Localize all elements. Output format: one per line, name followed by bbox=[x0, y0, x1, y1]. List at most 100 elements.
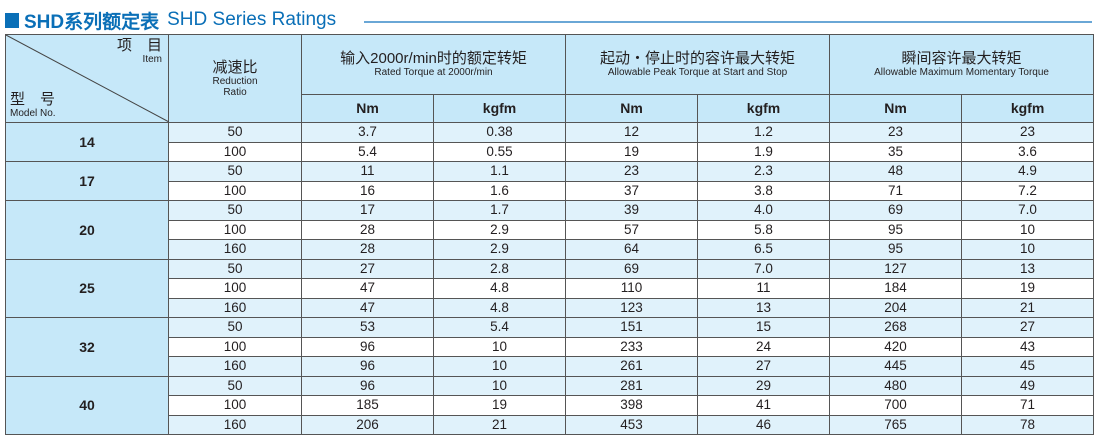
value-cell: 13 bbox=[961, 258, 1095, 279]
table-row: 100 47 4.8 110 11 184 19 bbox=[6, 278, 1095, 299]
value-cell: 445 bbox=[829, 356, 963, 377]
ratio-cell: 50 bbox=[168, 375, 302, 396]
value-cell: 110 bbox=[565, 278, 699, 299]
ratio-cell: 50 bbox=[168, 122, 302, 143]
group-en: Allowable Peak Torque at Start and Stop bbox=[607, 67, 788, 79]
value-cell: 7.0 bbox=[697, 258, 831, 279]
value-cell: 6.5 bbox=[697, 239, 831, 260]
value-cell: 5.4 bbox=[432, 317, 567, 338]
value-cell: 398 bbox=[565, 395, 699, 416]
value-cell: 12 bbox=[565, 122, 699, 143]
title-en: SHD Series Ratings bbox=[167, 9, 337, 30]
value-cell: 71 bbox=[829, 180, 963, 201]
value-cell: 10 bbox=[961, 219, 1095, 240]
unit-header: Nm bbox=[829, 93, 963, 124]
value-cell: 47 bbox=[301, 278, 434, 299]
group-header-momentary: 瞬间容许最大转矩 Allowable Maximum Momentary Tor… bbox=[829, 34, 1095, 95]
value-cell: 35 bbox=[829, 141, 963, 162]
value-cell: 57 bbox=[565, 219, 699, 240]
value-cell: 69 bbox=[565, 258, 699, 279]
value-cell: 19 bbox=[565, 141, 699, 162]
value-cell: 43 bbox=[961, 336, 1095, 357]
value-cell: 64 bbox=[565, 239, 699, 260]
group-header-rated: 输入2000r/min时的额定转矩 Rated Torque at 2000r/… bbox=[300, 34, 567, 95]
value-cell: 23 bbox=[961, 122, 1095, 143]
value-cell: 96 bbox=[301, 336, 434, 357]
value-cell: 13 bbox=[697, 297, 831, 318]
value-cell: 3.7 bbox=[301, 122, 434, 143]
value-cell: 39 bbox=[565, 200, 699, 221]
group-cn: 瞬间容许最大转矩 bbox=[901, 50, 1022, 68]
corner-header: 项 目 Item 型 号 Model No. bbox=[5, 34, 169, 123]
value-cell: 28 bbox=[301, 239, 434, 260]
value-cell: 3.8 bbox=[697, 180, 831, 201]
value-cell: 17 bbox=[301, 200, 434, 221]
value-cell: 48 bbox=[829, 161, 963, 182]
table-row: 160 47 4.8 123 13 204 21 bbox=[6, 297, 1095, 318]
value-cell: 19 bbox=[961, 278, 1095, 299]
model-cell: 40 bbox=[5, 375, 169, 435]
ratio-cell: 160 bbox=[168, 414, 302, 435]
value-cell: 24 bbox=[697, 336, 831, 357]
title-cn: SHD系列额定表 bbox=[24, 11, 160, 33]
value-cell: 206 bbox=[301, 414, 434, 435]
unit-header: kgfm bbox=[697, 93, 831, 124]
ratio-cell: 50 bbox=[168, 317, 302, 338]
value-cell: 1.6 bbox=[432, 180, 567, 201]
table-row: 20 50 17 1.7 39 4.0 69 7.0 bbox=[5, 200, 1095, 260]
value-cell: 47 bbox=[301, 297, 434, 318]
value-cell: 10 bbox=[432, 375, 567, 396]
value-cell: 46 bbox=[697, 414, 831, 435]
value-cell: 1.2 bbox=[697, 122, 831, 143]
value-cell: 5.4 bbox=[301, 141, 434, 162]
value-cell: 78 bbox=[961, 414, 1095, 435]
ratings-table: 项 目 Item 型 号 Model No. 减速比 Reduction Rat… bbox=[5, 34, 1095, 435]
ratio-en2: Ratio bbox=[223, 87, 247, 98]
value-cell: 1.7 bbox=[432, 200, 567, 221]
value-cell: 151 bbox=[565, 317, 699, 338]
value-cell: 4.8 bbox=[432, 297, 567, 318]
model-cell: 25 bbox=[5, 258, 169, 318]
table-row: 40 50 96 10 281 29 480 49 bbox=[5, 375, 1095, 435]
group-cn: 输入2000r/min时的额定转矩 bbox=[340, 50, 527, 68]
value-cell: 37 bbox=[565, 180, 699, 201]
value-cell: 27 bbox=[961, 317, 1095, 338]
value-cell: 281 bbox=[565, 375, 699, 396]
value-cell: 96 bbox=[301, 356, 434, 377]
value-cell: 204 bbox=[829, 297, 963, 318]
model-cell: 14 bbox=[5, 122, 169, 162]
value-cell: 11 bbox=[301, 161, 434, 182]
table-row: 100 185 19 398 41 700 71 bbox=[6, 395, 1095, 416]
table-row: 160 96 10 261 27 445 45 bbox=[6, 356, 1095, 377]
ratio-cell: 100 bbox=[168, 141, 302, 162]
value-cell: 2.9 bbox=[432, 219, 567, 240]
value-cell: 233 bbox=[565, 336, 699, 357]
value-cell: 700 bbox=[829, 395, 963, 416]
value-cell: 71 bbox=[961, 395, 1095, 416]
value-cell: 1.9 bbox=[697, 141, 831, 162]
diagonal-line bbox=[6, 35, 169, 122]
group-en: Rated Torque at 2000r/min bbox=[374, 67, 493, 79]
value-cell: 27 bbox=[697, 356, 831, 377]
value-cell: 5.8 bbox=[697, 219, 831, 240]
table-row: 100 96 10 233 24 420 43 bbox=[6, 336, 1095, 357]
value-cell: 27 bbox=[301, 258, 434, 279]
value-cell: 4.9 bbox=[961, 161, 1095, 182]
value-cell: 2.9 bbox=[432, 239, 567, 260]
ratio-cell: 50 bbox=[168, 200, 302, 221]
value-cell: 41 bbox=[697, 395, 831, 416]
model-label-en: Model No. bbox=[10, 108, 56, 119]
value-cell: 21 bbox=[961, 297, 1095, 318]
model-label-cn: 型 号 bbox=[10, 91, 56, 108]
ratio-cell: 100 bbox=[168, 336, 302, 357]
value-cell: 1.1 bbox=[432, 161, 567, 182]
ratio-cell: 100 bbox=[168, 278, 302, 299]
value-cell: 10 bbox=[961, 239, 1095, 260]
model-cell: 32 bbox=[5, 317, 169, 377]
table-row: 17 50 11 1.1 23 2.3 48 4.9 bbox=[5, 161, 1095, 201]
value-cell: 127 bbox=[829, 258, 963, 279]
group-en: Allowable Maximum Momentary Torque bbox=[874, 67, 1049, 79]
value-cell: 11 bbox=[697, 278, 831, 299]
value-cell: 16 bbox=[301, 180, 434, 201]
value-cell: 19 bbox=[432, 395, 567, 416]
